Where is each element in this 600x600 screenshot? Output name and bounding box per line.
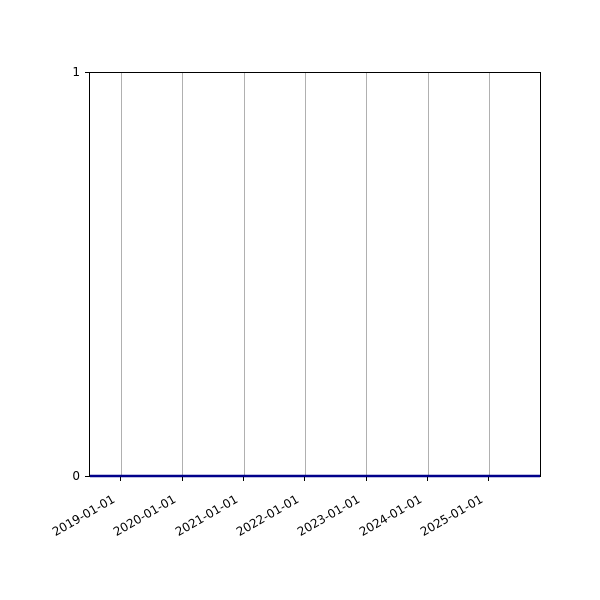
y-tick <box>85 475 89 477</box>
plot-area <box>89 72 541 478</box>
series-layer <box>90 474 540 478</box>
y-tick <box>85 71 89 73</box>
x-tick <box>365 477 367 481</box>
x-tick <box>304 477 306 481</box>
y-tick-label: 1 <box>72 65 80 79</box>
x-tick <box>427 477 428 481</box>
x-gridline <box>120 73 122 476</box>
x-tick <box>120 477 122 481</box>
x-gridline <box>304 73 306 476</box>
x-gridline <box>366 73 368 476</box>
x-gridline <box>182 73 184 476</box>
x-gridline <box>488 73 490 476</box>
x-gridline <box>427 73 429 476</box>
x-tick <box>488 477 490 481</box>
x-gridline <box>243 73 245 476</box>
x-tick <box>243 477 245 481</box>
x-tick <box>181 477 183 481</box>
x-tick-label: 2019-01-01 <box>49 492 118 540</box>
y-tick-label: 0 <box>72 469 80 483</box>
